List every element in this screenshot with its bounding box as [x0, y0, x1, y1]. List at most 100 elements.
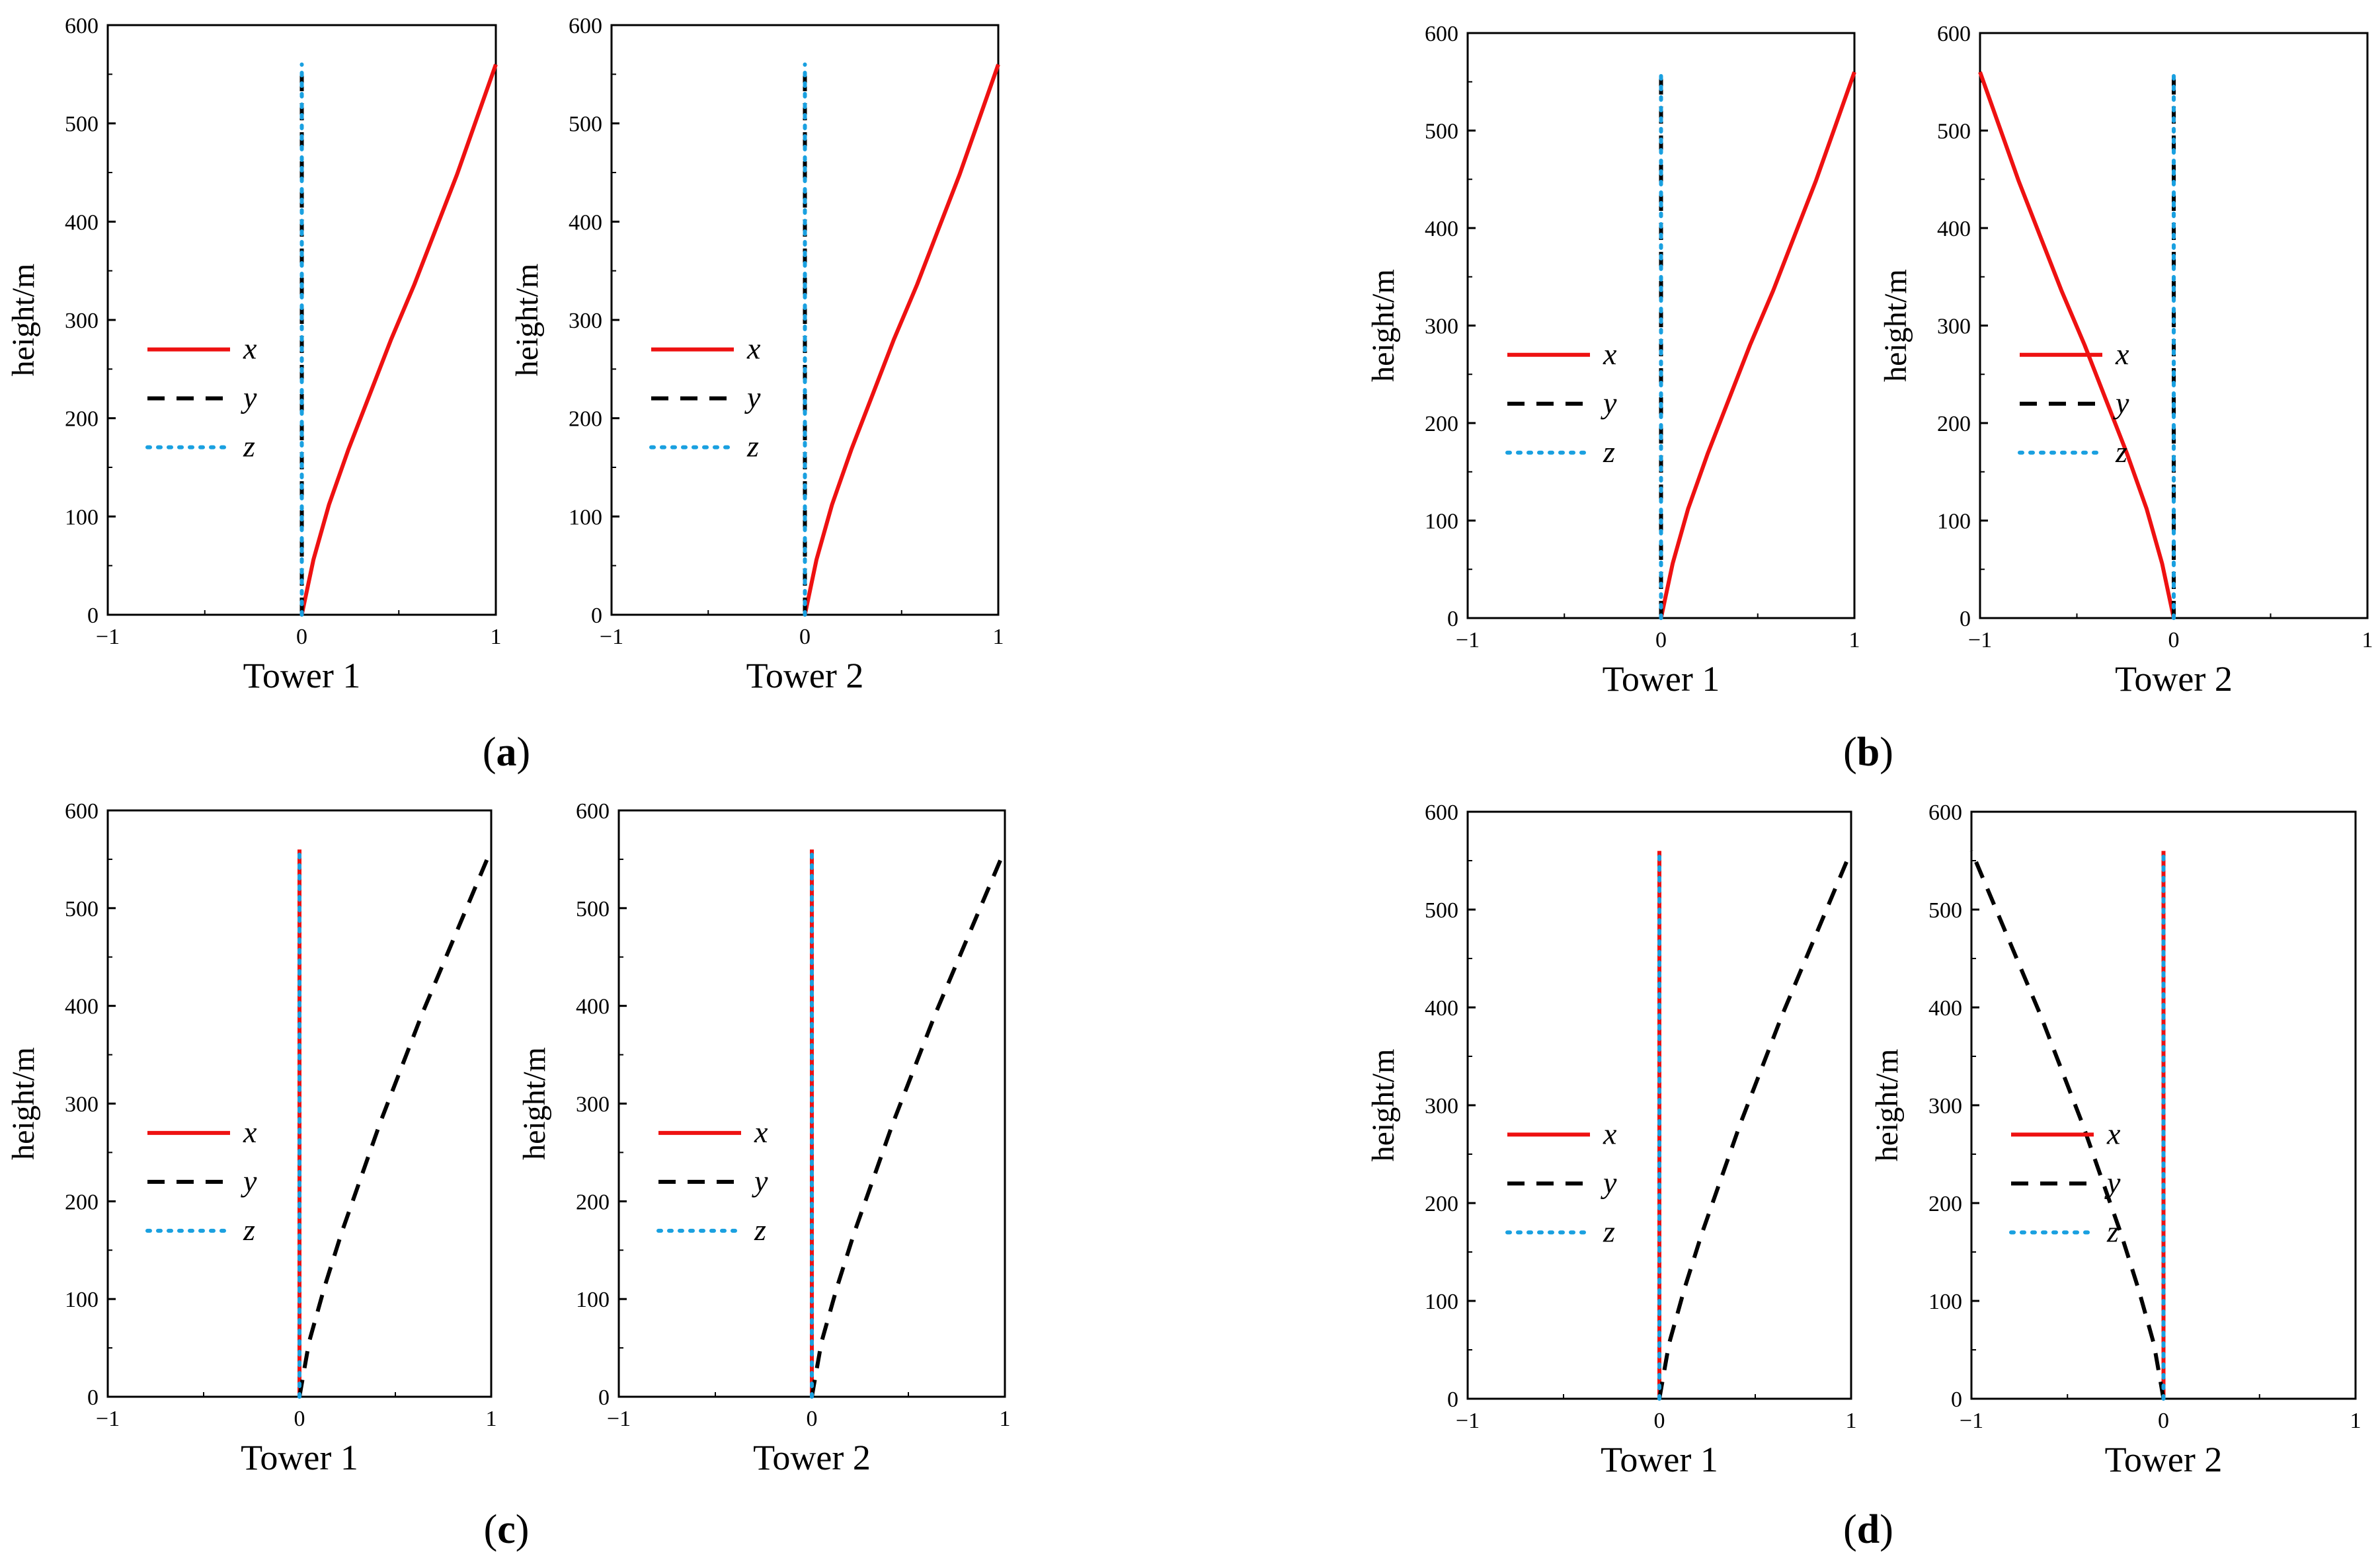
- panel-label-open: (: [1843, 1507, 1857, 1552]
- y-tick-label: 100: [1937, 510, 1971, 534]
- panel-label-b: (b): [1843, 730, 1893, 775]
- panel-label-letter: c: [497, 1507, 516, 1552]
- y-tick-label: 400: [569, 210, 602, 235]
- y-tick-label: 500: [576, 897, 610, 921]
- legend-label-z: z: [2115, 435, 2127, 469]
- panel-label-open: (: [1843, 730, 1857, 775]
- y-tick-label: 500: [65, 112, 99, 137]
- y-tick-label: 400: [576, 995, 610, 1019]
- series-y-line: [298, 848, 493, 1397]
- y-tick-label: 0: [1960, 607, 1971, 631]
- x-axis-label: Tower 2: [746, 656, 864, 695]
- y-tick-label: 200: [65, 1190, 99, 1214]
- y-axis-label: height/m: [1366, 269, 1401, 382]
- x-tick-label: 0: [2158, 1409, 2169, 1433]
- x-tick-label: 0: [807, 1407, 818, 1431]
- legend-label-z: z: [1603, 1214, 1615, 1248]
- y-tick-label: 400: [65, 210, 99, 235]
- y-tick-label: 400: [1937, 217, 1971, 241]
- y-tick-label: 200: [1425, 1192, 1458, 1216]
- y-tick-label: 500: [569, 112, 602, 137]
- series-x-line: [1659, 71, 1856, 619]
- y-tick-label: 400: [1425, 996, 1458, 1021]
- y-tick-label: 400: [1928, 996, 1962, 1021]
- x-tick-label: 1: [486, 1407, 497, 1431]
- y-axis-label: height/m: [517, 1047, 552, 1160]
- x-axis-label: Tower 1: [1603, 659, 1720, 699]
- series-x-line: [299, 63, 498, 615]
- x-tick-label: 1: [2350, 1409, 2361, 1433]
- x-axis-label: Tower 1: [1601, 1440, 1718, 1479]
- y-tick-label: 100: [576, 1288, 610, 1312]
- legend-label-y: y: [241, 1164, 257, 1198]
- x-tick-label: 1: [1000, 1407, 1011, 1431]
- legend-label-x: x: [243, 332, 257, 366]
- y-tick-label: 600: [1928, 801, 1962, 825]
- series-y-line: [1969, 850, 2166, 1399]
- legend-label-z: z: [243, 1213, 255, 1247]
- y-tick-label: 500: [1425, 898, 1458, 923]
- legend-label-y: y: [752, 1164, 768, 1198]
- panel-label-open: (: [483, 730, 496, 775]
- y-tick-label: 500: [1937, 120, 1971, 144]
- y-tick-label: 600: [576, 799, 610, 824]
- y-tick-label: 200: [65, 407, 99, 432]
- x-tick-label: −1: [600, 625, 623, 649]
- y-tick-label: 200: [1928, 1192, 1962, 1216]
- y-tick-label: 400: [1425, 217, 1458, 241]
- y-tick-label: 600: [65, 14, 99, 38]
- y-tick-label: 600: [1425, 801, 1458, 825]
- x-tick-label: 0: [296, 625, 307, 649]
- panel-label-d: (d): [1843, 1507, 1893, 1552]
- x-tick-label: 1: [2362, 628, 2373, 652]
- legend-label-y: y: [2104, 1165, 2121, 1199]
- x-tick-label: 0: [799, 625, 811, 649]
- legend-label-z: z: [2106, 1214, 2119, 1248]
- x-tick-label: 1: [1846, 1409, 1857, 1433]
- y-tick-label: 0: [591, 604, 602, 628]
- panel-label-close: ): [1880, 1507, 1893, 1552]
- y-tick-label: 600: [1937, 22, 1971, 46]
- x-axis-label: Tower 2: [2115, 659, 2233, 699]
- y-tick-label: 100: [65, 505, 99, 529]
- x-axis-label: Tower 2: [753, 1438, 871, 1477]
- x-tick-label: −1: [1960, 1409, 1983, 1433]
- panel-label-letter: d: [1857, 1507, 1880, 1552]
- y-tick-label: 0: [1951, 1388, 1962, 1412]
- y-tick-label: 200: [569, 407, 602, 432]
- legend-label-y: y: [2113, 386, 2129, 420]
- y-axis-label: height/m: [6, 264, 41, 377]
- y-tick-label: 300: [569, 309, 602, 333]
- x-tick-label: −1: [96, 625, 120, 649]
- x-tick-label: 1: [491, 625, 502, 649]
- legend-label-x: x: [1603, 1116, 1617, 1150]
- y-tick-label: 500: [1928, 898, 1962, 923]
- x-axis-label: Tower 2: [2105, 1440, 2223, 1479]
- y-tick-label: 100: [1928, 1290, 1962, 1314]
- y-tick-label: 200: [1937, 412, 1971, 436]
- legend-label-z: z: [754, 1213, 766, 1247]
- y-tick-label: 400: [65, 995, 99, 1019]
- panel-label-letter: a: [496, 730, 517, 775]
- y-tick-label: 100: [1425, 510, 1458, 534]
- y-tick-label: 0: [87, 604, 99, 628]
- y-tick-label: 0: [1447, 1388, 1458, 1412]
- y-axis-label: height/m: [1870, 1049, 1905, 1162]
- legend-label-x: x: [754, 1115, 768, 1149]
- x-tick-label: 0: [294, 1407, 305, 1431]
- legend-label-x: x: [243, 1115, 257, 1149]
- legend-label-x: x: [2115, 337, 2129, 371]
- y-tick-label: 300: [65, 309, 99, 333]
- x-tick-label: 0: [1654, 1409, 1665, 1433]
- legend-label-z: z: [243, 430, 255, 463]
- y-tick-label: 100: [65, 1288, 99, 1312]
- x-axis-label: Tower 1: [243, 656, 361, 695]
- panel-label-open: (: [484, 1507, 498, 1552]
- series-y-line: [810, 848, 1007, 1397]
